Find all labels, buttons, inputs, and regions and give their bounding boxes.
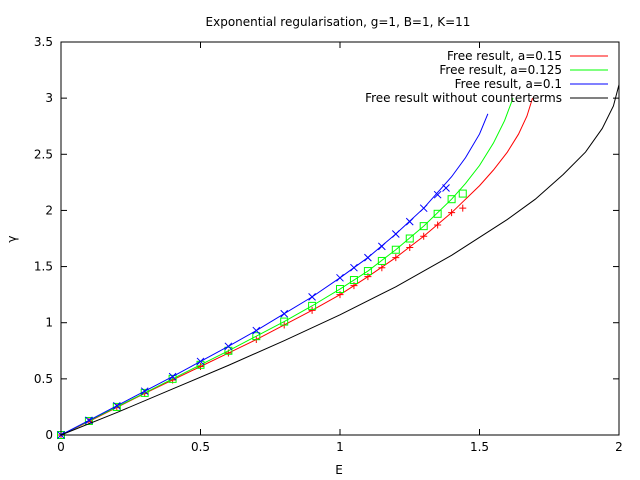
plus-marker: [420, 232, 428, 240]
plus-marker: [448, 209, 456, 217]
box-marker: [112, 402, 121, 411]
box-marker: [433, 209, 442, 218]
box-marker: [280, 317, 289, 326]
box-marker: [224, 346, 233, 355]
y-tick-label: 1.5: [34, 260, 53, 274]
x-tick-label: 2: [615, 440, 623, 454]
cross-marker: [405, 217, 414, 226]
plus-marker: [392, 254, 400, 262]
box-marker: [252, 332, 261, 341]
series-line: [60, 113, 489, 436]
plot-frame: [60, 41, 620, 436]
series-3: [60, 84, 620, 436]
plus-marker: [308, 306, 316, 314]
y-tick-label: 3: [45, 91, 53, 105]
cross-marker: [364, 253, 372, 262]
box-marker: [405, 234, 414, 243]
legend-entry-label: Free result without counterterms: [365, 91, 562, 105]
cross-marker: [419, 204, 428, 213]
y-tick-label: 0: [45, 428, 53, 442]
y-tick-label: 2: [45, 203, 53, 217]
cross-marker: [224, 342, 233, 351]
y-tick-label: 3.5: [34, 35, 53, 49]
plus-marker: [406, 243, 414, 251]
cross-marker: [112, 401, 121, 410]
x-tick-label: 1: [336, 440, 344, 454]
y-axis-label: γ: [5, 235, 19, 242]
cross-marker: [433, 190, 442, 199]
box-marker: [84, 416, 93, 425]
x-axis-label: E: [335, 463, 343, 477]
box-marker: [447, 195, 456, 204]
box-marker: [336, 285, 344, 294]
cross-marker: [391, 230, 400, 238]
axis-ticks: 0 0.5 1 1.5 2 0 0.5 1 1.5 2 2.5 3 3.5: [34, 35, 623, 454]
cross-marker: [442, 184, 450, 192]
legend-entry-label: Free result, a=0.1: [455, 77, 562, 91]
y-tick-label: 0.5: [34, 372, 53, 386]
legend-entry-label: Free result, a=0.15: [447, 49, 562, 63]
cross-marker: [377, 242, 386, 251]
series-2: [57, 113, 489, 439]
box-marker: [458, 189, 467, 198]
box-marker: [391, 245, 400, 254]
y-tick-label: 2.5: [34, 147, 53, 161]
plus-marker: [378, 264, 386, 272]
cross-marker: [196, 357, 205, 366]
cross-marker: [140, 387, 149, 396]
box-marker: [349, 276, 358, 285]
cross-marker: [252, 326, 261, 335]
chart-title: Exponential regularisation, g=1, B=1, K=…: [206, 15, 471, 29]
box-marker: [363, 267, 372, 276]
plot-area: [57, 84, 620, 439]
x-tick-label: 0: [57, 440, 65, 454]
box-marker: [308, 301, 317, 310]
plus-marker: [459, 204, 467, 212]
box-marker: [377, 256, 386, 265]
series-line: [60, 84, 620, 436]
cross-marker: [280, 309, 289, 318]
x-tick-label: 0.5: [191, 440, 210, 454]
y-tick-label: 1: [45, 316, 53, 330]
legend-entry-label: Free result, a=0.125: [439, 63, 562, 77]
plus-marker: [434, 221, 442, 229]
cross-marker: [350, 263, 358, 272]
series-line: [60, 97, 514, 436]
cross-marker: [336, 273, 344, 282]
box-marker: [419, 222, 428, 231]
cross-marker: [308, 293, 316, 301]
x-tick-label: 1.5: [470, 440, 489, 454]
cross-marker: [168, 372, 177, 381]
